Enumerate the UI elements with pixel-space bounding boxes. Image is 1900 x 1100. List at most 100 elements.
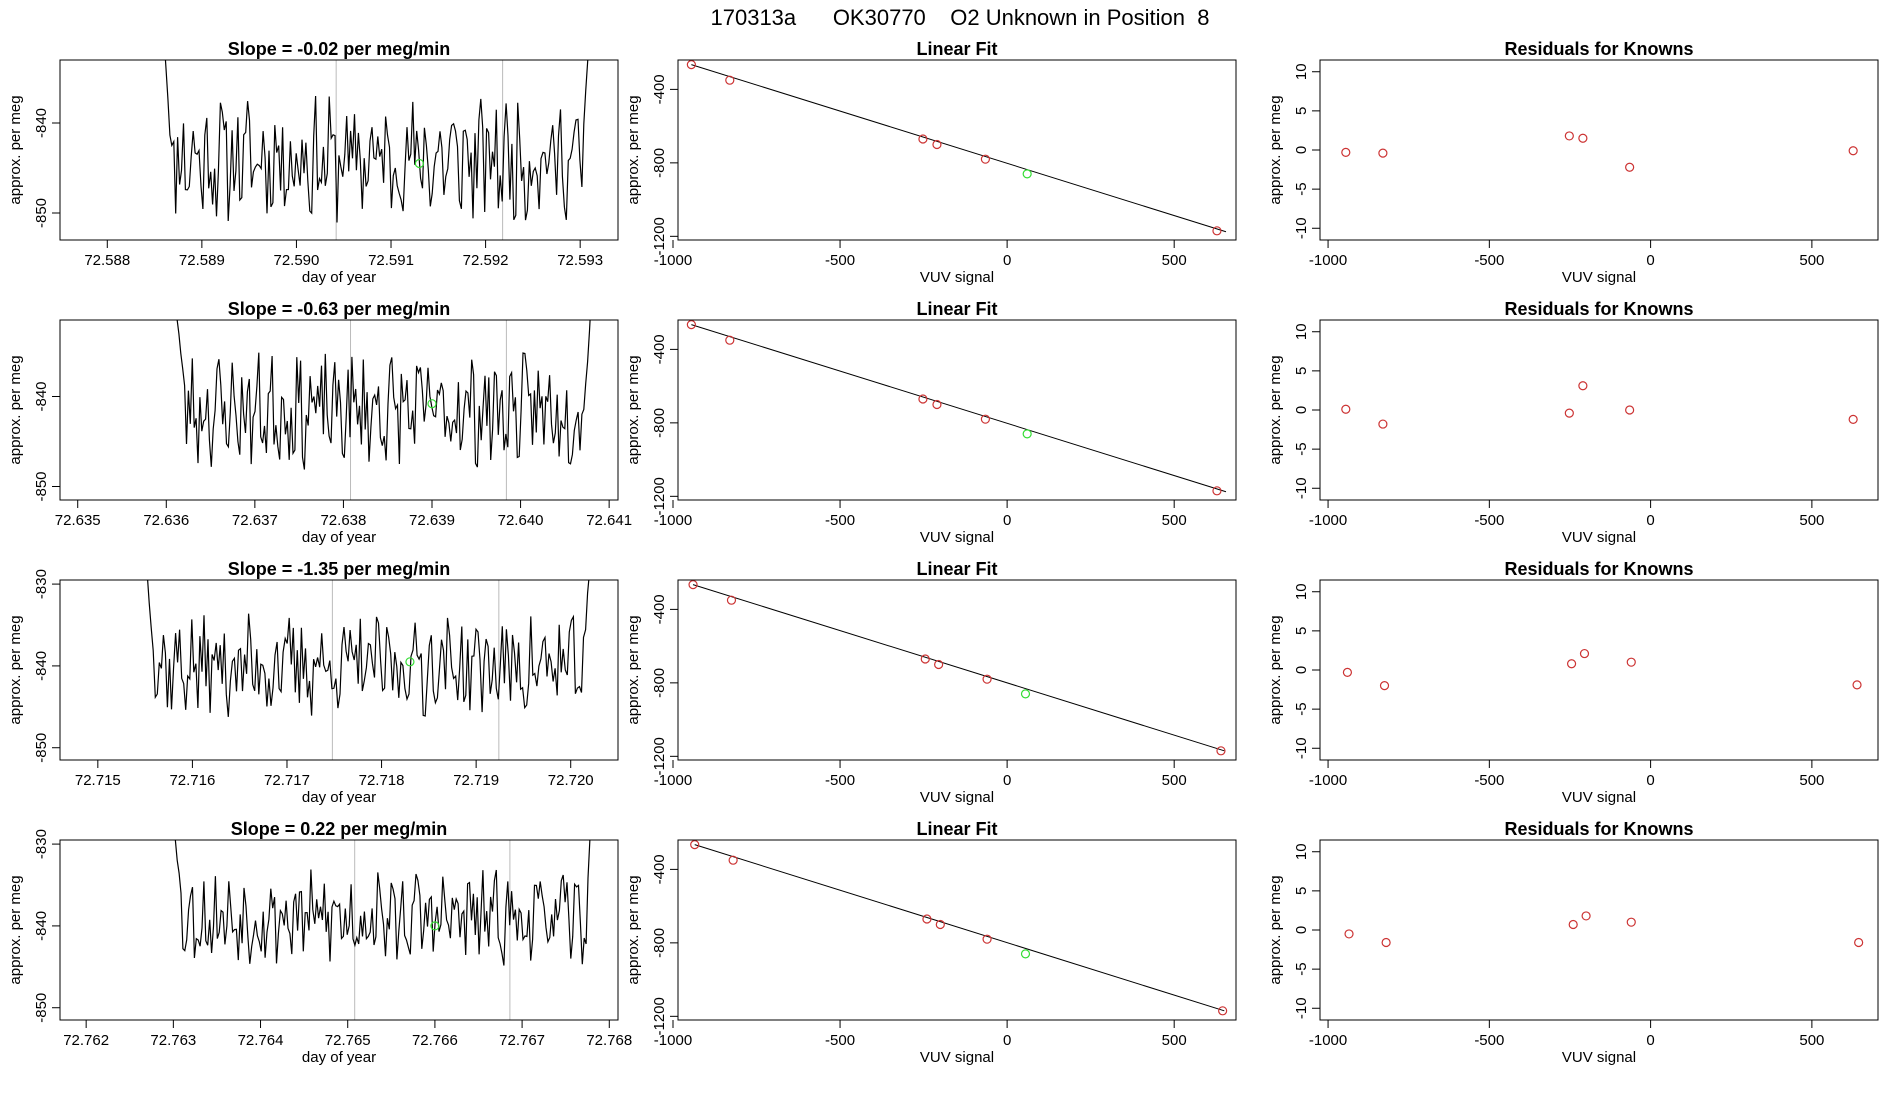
x-tick-label: -1000 (654, 772, 692, 789)
panel-7: Slope = -1.35 per meg/min 72.715 72.716 72.… (7, 559, 619, 806)
x-tick-label: 500 (1162, 252, 1187, 269)
x-tick-label: 72.720 (548, 772, 594, 789)
x-axis-label: VUV signal (1562, 529, 1636, 546)
plot-frame (1319, 579, 1879, 761)
y-tick-label: -5 (1293, 702, 1310, 715)
panel-11: Linear Fit -1000 -500 0 500 -1200 -800 -400 VUV … (625, 819, 1237, 1066)
fit-line (694, 844, 1225, 1012)
data-point (726, 595, 737, 605)
y-tick-label: -840 (33, 911, 50, 941)
plot-frame (1319, 59, 1879, 241)
data-point (1379, 681, 1390, 691)
x-tick-label: 500 (1162, 512, 1187, 529)
plot-frame (59, 59, 619, 241)
y-tick-label: -830 (33, 569, 50, 599)
data-point (1212, 226, 1222, 236)
chart-title: Linear Fit (916, 299, 997, 319)
chart-title: Linear Fit (916, 559, 997, 579)
x-tick-label: 0 (1003, 1032, 1011, 1049)
panel-9: Residuals for Knowns -1000 -500 0 500 -10 -5 0 5… (1267, 559, 1879, 806)
y-tick-label: -5 (1293, 962, 1310, 975)
plot-frame (677, 319, 1237, 501)
plot-frame (677, 579, 1237, 761)
y-tick-label: -800 (651, 408, 668, 438)
y-axis-label: approx. per meg (1267, 875, 1284, 984)
x-tick-label: 72.588 (84, 252, 130, 269)
data-point (686, 60, 696, 70)
series-line (147, 580, 590, 717)
x-tick-label: 72.764 (238, 1032, 284, 1049)
y-tick-label: 10 (1293, 323, 1310, 340)
y-tick-label: -10 (1293, 477, 1310, 499)
data-point (1212, 486, 1222, 496)
plot-frame (59, 319, 619, 501)
y-tick-label: -840 (33, 651, 50, 681)
plot-area (1342, 648, 1862, 691)
y-tick-label: -830 (33, 829, 50, 859)
highlight-point (414, 158, 424, 169)
x-tick-label: -500 (825, 252, 855, 269)
y-tick-label: 0 (1293, 926, 1310, 934)
y-tick-label: -400 (651, 854, 668, 884)
x-tick-label: 72.639 (409, 512, 455, 529)
plot-area (686, 320, 1227, 496)
y-tick-label: -850 (33, 471, 50, 501)
x-tick-label: 500 (1799, 252, 1824, 269)
unknown-point (1020, 689, 1031, 699)
x-tick-label: 0 (1646, 512, 1654, 529)
plot-area (176, 320, 591, 500)
data-point (1218, 1006, 1228, 1016)
data-point (1848, 146, 1858, 156)
x-tick-label: -1000 (654, 512, 692, 529)
x-tick-label: -500 (1474, 772, 1504, 789)
data-point (1378, 419, 1388, 429)
plot-frame (1319, 319, 1879, 501)
plot-area (164, 60, 589, 240)
chart-title: Slope = -0.63 per meg/min (228, 299, 451, 319)
x-axis-label: day of year (302, 269, 376, 286)
x-axis-label: VUV signal (1562, 1049, 1636, 1066)
x-tick-label: -500 (825, 512, 855, 529)
x-tick-label: 72.767 (499, 1032, 545, 1049)
x-tick-label: 72.590 (273, 252, 319, 269)
x-tick-label: 72.715 (75, 772, 121, 789)
x-tick-label: -1000 (654, 252, 692, 269)
x-axis-label: VUV signal (1562, 269, 1636, 286)
data-point (690, 840, 700, 850)
data-point (1381, 937, 1391, 948)
panel-4: Slope = -0.63 per meg/min 72.635 72.636 72.… (7, 299, 632, 546)
y-tick-label: -800 (651, 928, 668, 958)
y-tick-label: 10 (1293, 583, 1310, 600)
plot-area (690, 840, 1228, 1016)
data-point (1341, 404, 1351, 414)
y-tick-label: -1200 (651, 737, 668, 775)
x-tick-label: 0 (1003, 512, 1011, 529)
y-tick-label: -10 (1293, 217, 1310, 239)
y-tick-label: -1200 (651, 477, 668, 515)
data-point (686, 320, 696, 330)
chart-title: Slope = -1.35 per meg/min (228, 559, 451, 579)
x-tick-label: -1000 (1309, 512, 1347, 529)
y-tick-label: -850 (33, 198, 50, 228)
y-tick-label: 0 (1293, 406, 1310, 414)
x-axis-label: VUV signal (920, 1049, 994, 1066)
y-tick-label: -10 (1293, 737, 1310, 759)
panel-1: Slope = -0.02 per meg/min 72.588 72.589 72.… (7, 39, 619, 286)
data-point (1344, 929, 1354, 939)
plot-area (1341, 131, 1858, 172)
y-tick-label: 10 (1293, 843, 1310, 860)
chart-title: Residuals for Knowns (1504, 819, 1693, 839)
data-point (1626, 917, 1636, 927)
data-point (1848, 414, 1858, 424)
plot-frame (59, 839, 619, 1021)
y-tick-label: -1200 (651, 217, 668, 255)
x-tick-label: 72.717 (264, 772, 310, 789)
data-point (1625, 162, 1635, 172)
y-tick-label: -400 (651, 334, 668, 364)
highlight-point (430, 921, 440, 931)
x-axis-label: VUV signal (920, 789, 994, 806)
data-point (725, 335, 735, 345)
data-point (1564, 408, 1574, 418)
y-axis-label: approx. per meg (7, 95, 24, 204)
data-point (920, 654, 930, 664)
